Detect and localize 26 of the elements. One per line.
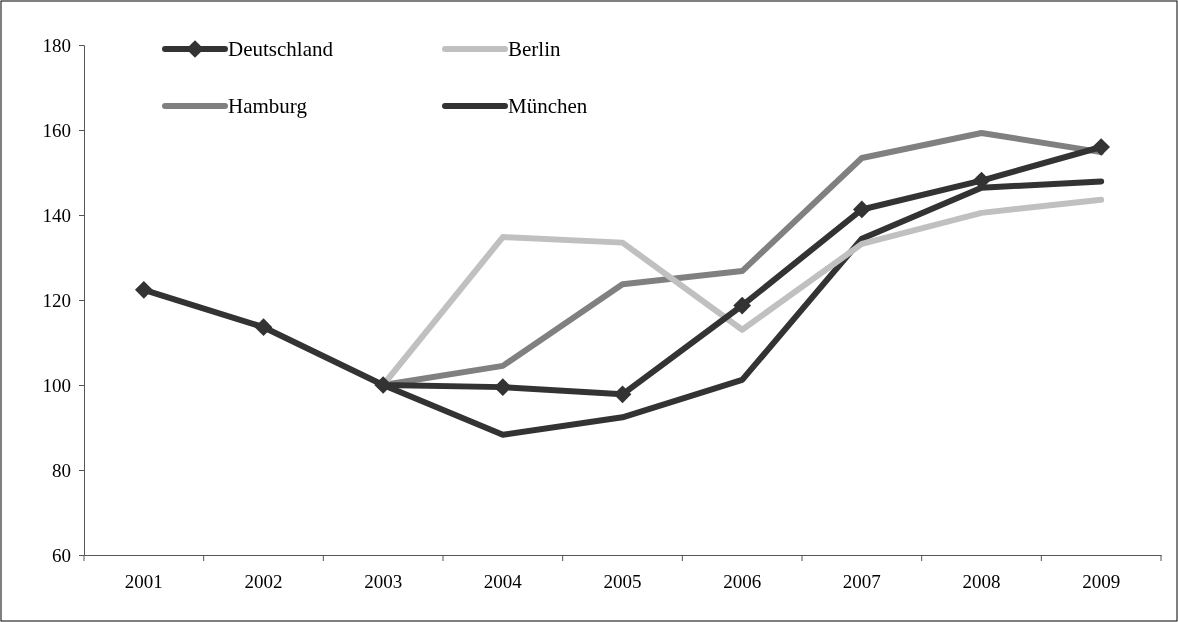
x-tick-label: 2001 [124, 571, 163, 593]
point [254, 318, 273, 337]
legend-label: München [508, 94, 588, 118]
x-tick-label: 2009 [1082, 571, 1121, 593]
point [134, 280, 153, 299]
y-tick-label: 120 [42, 289, 71, 311]
y-tick-label: 140 [42, 204, 71, 226]
point [1092, 138, 1111, 156]
x-tick-label: 2004 [483, 571, 523, 593]
y-tick-label: 100 [42, 374, 71, 396]
x-tick-label: 2007 [842, 571, 881, 593]
point [613, 385, 632, 404]
point [852, 200, 871, 219]
y-tick-label: 160 [42, 119, 71, 141]
y-tick-label: 180 [42, 34, 71, 56]
legend-label: Berlin [508, 37, 561, 61]
x-tick-label: 2002 [244, 571, 283, 593]
y-tick-label: 60 [52, 544, 71, 566]
x-tick-label: 2006 [723, 571, 762, 593]
x-tick-label: 2008 [962, 571, 1001, 593]
x-tick-label: 2003 [364, 571, 403, 593]
legend-label: Deutschland [228, 37, 334, 61]
legend-label: Hamburg [228, 94, 308, 118]
y-tick-label: 80 [52, 459, 71, 481]
x-tick-label: 2005 [603, 571, 642, 593]
point [733, 296, 752, 315]
